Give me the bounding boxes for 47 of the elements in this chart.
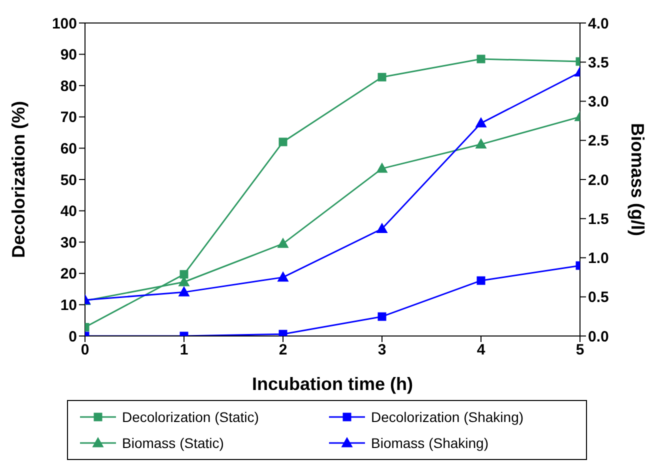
point bbox=[376, 163, 388, 173]
y-tick-label: 0 bbox=[68, 328, 77, 346]
x-tick-label: 4 bbox=[476, 342, 486, 359]
y-tick-label: 90 bbox=[60, 46, 77, 64]
point bbox=[278, 330, 288, 336]
y2-tick-label: 0.0 bbox=[588, 328, 609, 346]
legend-label: Biomass (Shaking) bbox=[371, 435, 488, 451]
legend-label: Decolorization (Static) bbox=[122, 409, 259, 425]
y-tick-label: 60 bbox=[60, 140, 77, 158]
point bbox=[278, 238, 288, 248]
y2-tick-label: 3.5 bbox=[588, 54, 609, 72]
y2-tick-label: 3.0 bbox=[588, 94, 609, 111]
point bbox=[476, 54, 486, 64]
y-tick-label: 30 bbox=[60, 234, 77, 252]
y-tick-label: 20 bbox=[60, 266, 77, 283]
y-tick-label: 40 bbox=[60, 203, 77, 220]
x-tick-label: 2 bbox=[278, 342, 288, 359]
point bbox=[178, 286, 190, 296]
point bbox=[376, 224, 388, 234]
point bbox=[180, 270, 188, 279]
y2-tick-label: 0.5 bbox=[588, 289, 609, 306]
y-tick-label: 50 bbox=[60, 172, 77, 189]
point bbox=[476, 139, 486, 149]
y2-tick-label: 2.0 bbox=[588, 172, 609, 189]
y2-tick-label: 1.5 bbox=[588, 210, 609, 228]
y2-tick-label: 4.0 bbox=[588, 15, 609, 32]
x-tick-label: 1 bbox=[180, 342, 188, 359]
point bbox=[476, 276, 486, 285]
point bbox=[278, 138, 288, 146]
legend-label: Biomass (Static) bbox=[122, 435, 224, 451]
y-tick-label: 70 bbox=[60, 109, 77, 126]
x-tick-label: 3 bbox=[378, 342, 386, 359]
point bbox=[378, 312, 386, 321]
point bbox=[476, 118, 486, 128]
y2-axis-title: Biomass (g/l) bbox=[628, 122, 648, 236]
x-axis-title: Incubation time (h) bbox=[252, 374, 413, 394]
point bbox=[378, 72, 386, 82]
point bbox=[278, 272, 288, 282]
x-tick-label: 0 bbox=[80, 342, 90, 359]
y2-tick-label: 1.0 bbox=[588, 250, 609, 268]
legend-label: Decolorization (Shaking) bbox=[371, 409, 524, 425]
y-tick-label: 10 bbox=[60, 297, 77, 314]
y-tick-label: 100 bbox=[52, 15, 77, 32]
y-axis-title: Decolorization (%) bbox=[8, 100, 28, 258]
y2-tick-label: 2.5 bbox=[588, 132, 609, 150]
x-tick-label: 5 bbox=[576, 342, 584, 359]
y-tick-label: 80 bbox=[60, 78, 77, 95]
